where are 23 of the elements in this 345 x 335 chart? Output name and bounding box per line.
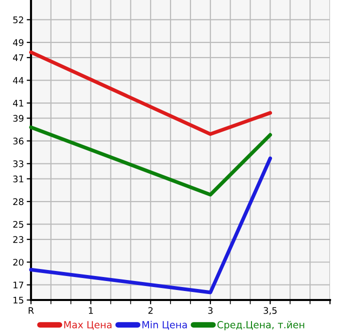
y-tick-label: 31 xyxy=(13,176,24,182)
y-tick-label: 23 xyxy=(13,236,24,243)
x-tick-label: 1 xyxy=(88,307,93,314)
y-tick-label: 17 xyxy=(14,282,24,288)
x-tick-label: 3 xyxy=(208,307,213,314)
y-tick-label: 47 xyxy=(13,54,24,62)
y-tick-label: 41 xyxy=(13,100,24,106)
x-tick-label: 2 xyxy=(148,307,153,314)
y-tick-label: 15 xyxy=(14,296,24,304)
legend-label: Min Цена xyxy=(142,320,187,330)
y-tick-label: 39 xyxy=(13,114,24,122)
y-tick-label: 33 xyxy=(13,160,24,168)
y-tick-label: 36 xyxy=(13,138,24,144)
y-tick-label: 52 xyxy=(13,16,24,24)
x-tick-label: R xyxy=(28,307,34,314)
y-tick-label: 28 xyxy=(13,198,24,206)
y-tick-label: 44 xyxy=(13,77,24,84)
x-tick-label: 3,5 xyxy=(264,307,277,315)
y-tick-label: 25 xyxy=(13,220,24,228)
y-tick-label: 49 xyxy=(13,39,24,46)
y-tick-label: 20 xyxy=(13,258,24,266)
legend-label: Max Цена xyxy=(64,321,112,330)
legend-label: Сред.Цена, т.йен xyxy=(217,320,304,330)
